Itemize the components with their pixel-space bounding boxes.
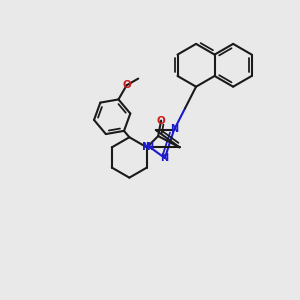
Text: O: O [157,116,166,126]
Text: N: N [142,142,151,152]
Text: O: O [122,80,131,90]
Text: N: N [160,153,168,163]
Text: N: N [146,142,154,152]
Text: N: N [170,124,178,134]
